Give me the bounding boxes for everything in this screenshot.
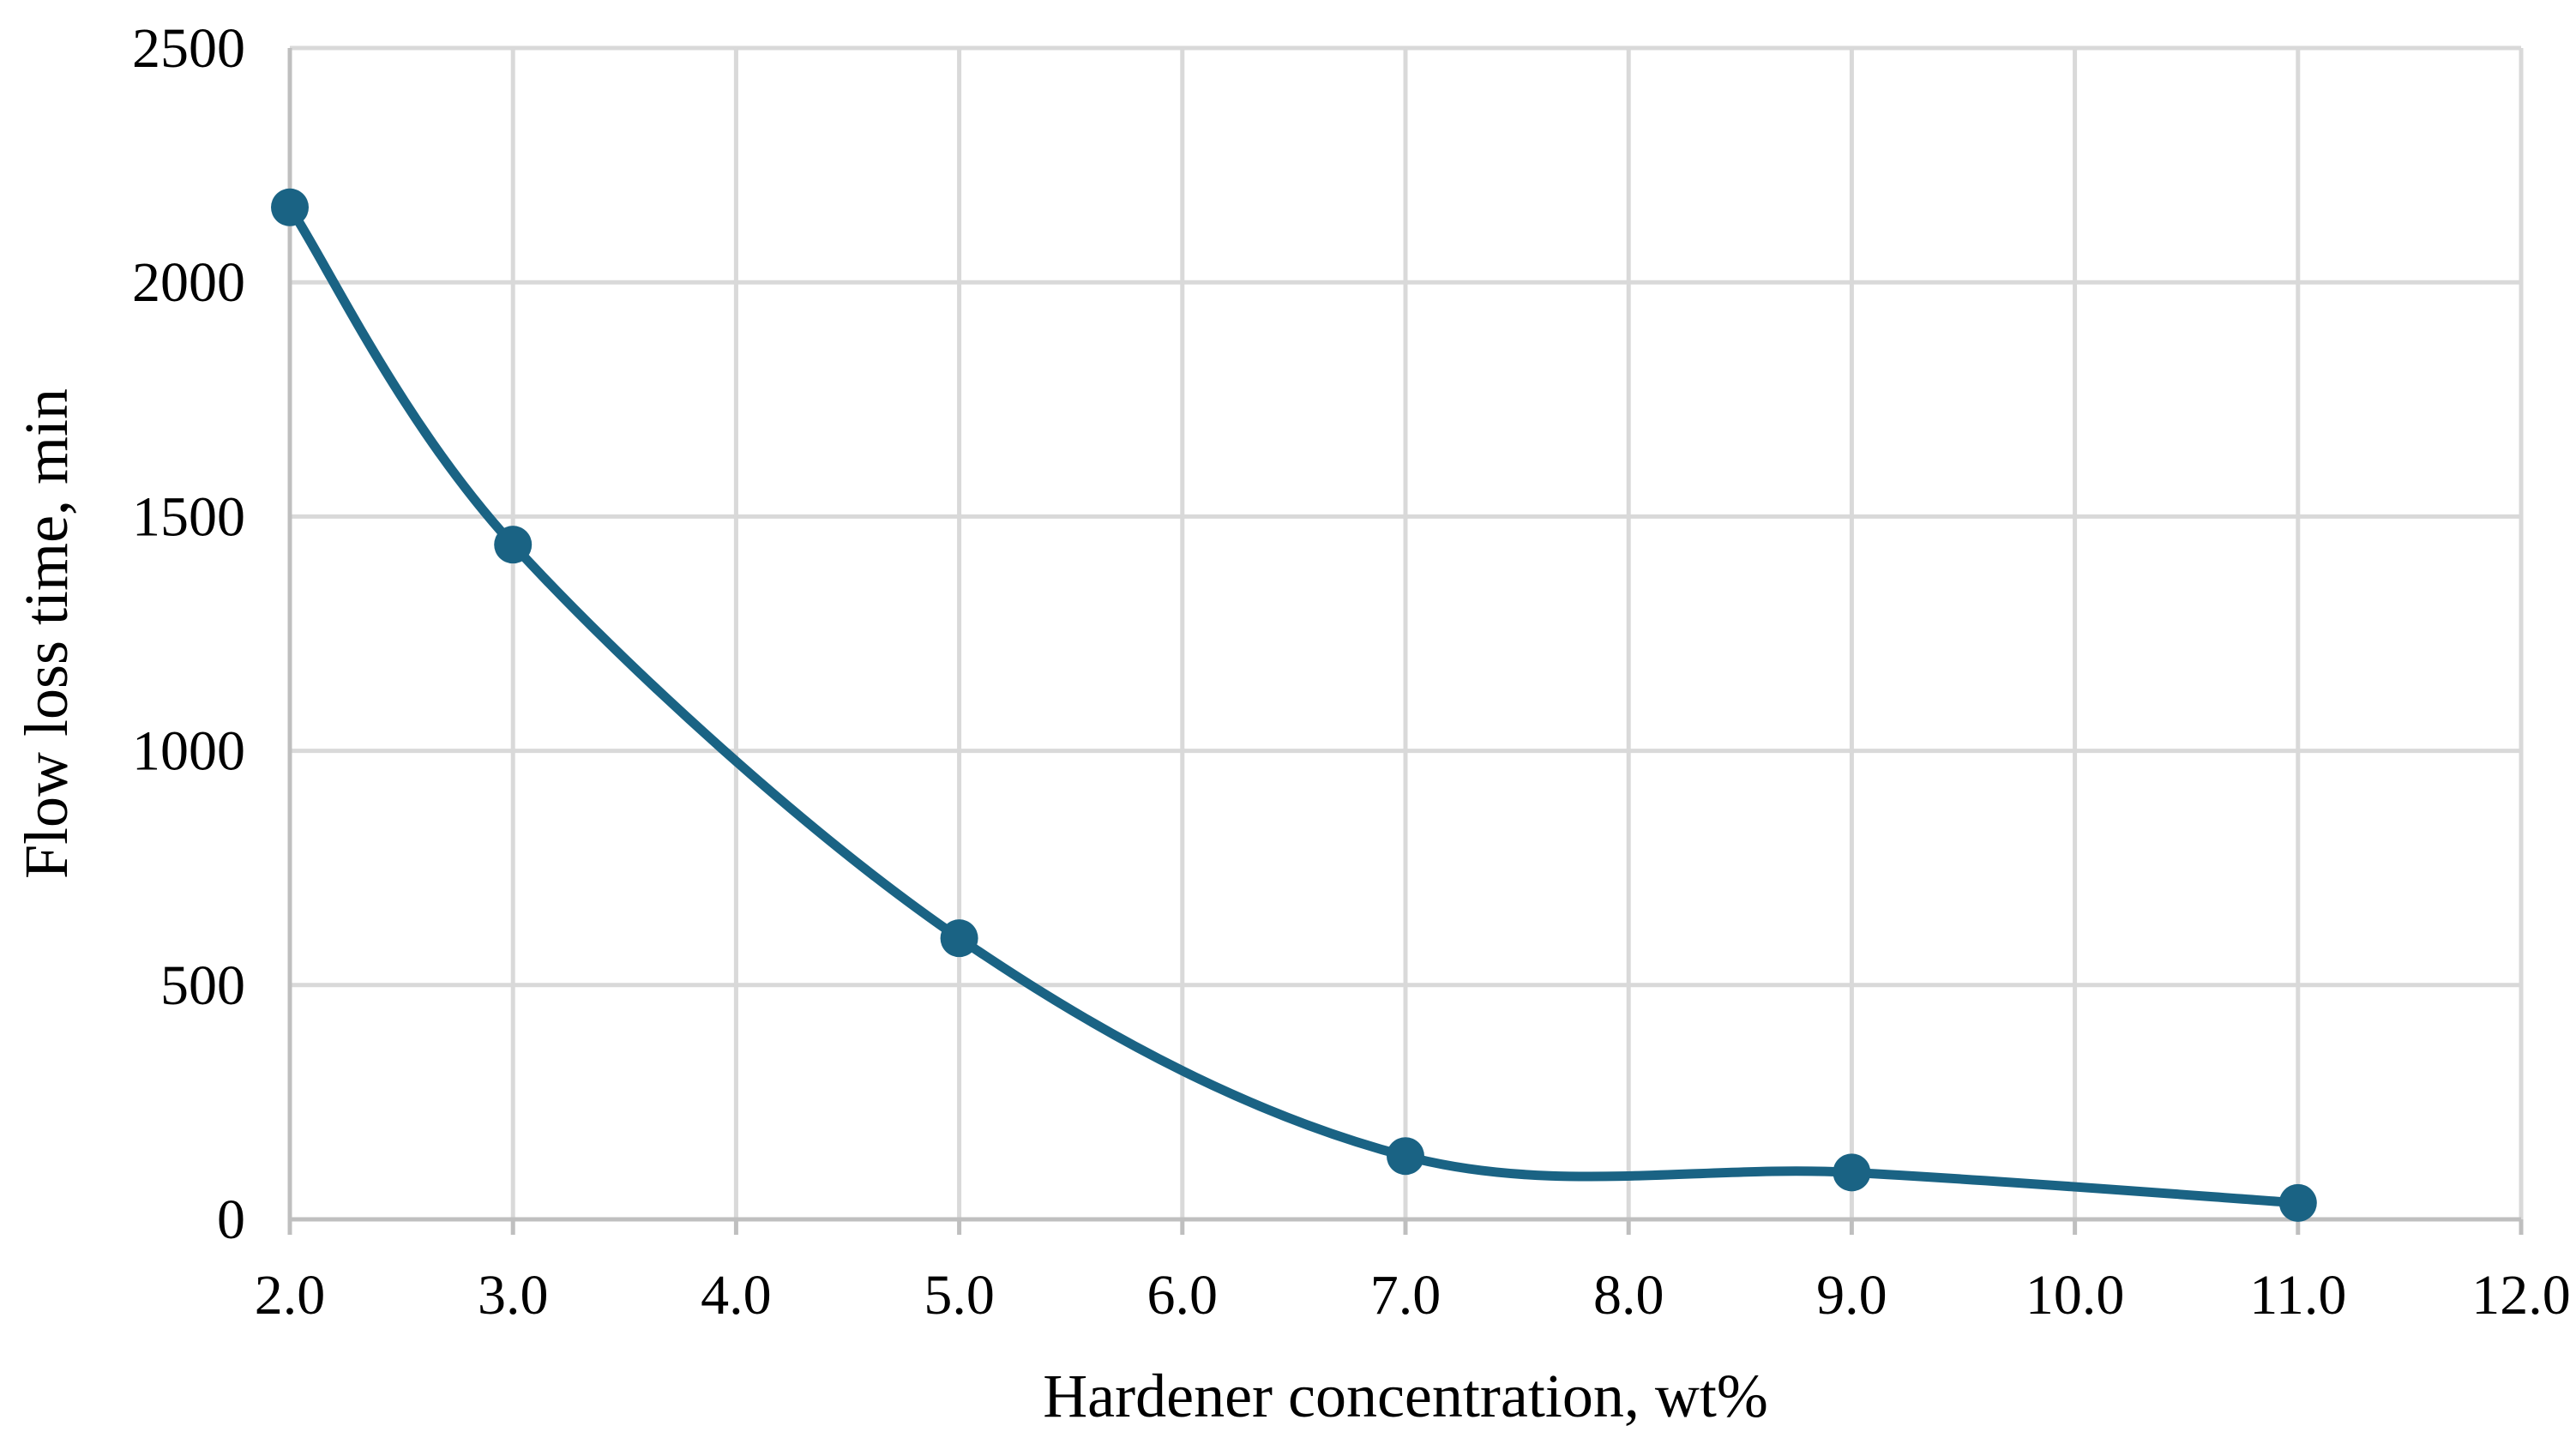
x-axis-title: Hardener concentration, wt% <box>1043 1362 1768 1430</box>
y-tick-label: 0 <box>217 1188 245 1251</box>
x-tick-label: 2.0 <box>255 1264 326 1327</box>
y-tick-labels: 0 500 1000 1500 2000 2500 <box>132 17 245 1251</box>
gridlines <box>290 45 2524 1219</box>
data-point <box>494 526 533 564</box>
y-tick-label: 2500 <box>132 17 245 80</box>
x-tick-label: 12.0 <box>2471 1264 2571 1327</box>
data-point <box>940 919 978 958</box>
y-tick-label: 1500 <box>132 485 245 548</box>
x-tick-label: 4.0 <box>701 1264 772 1327</box>
data-point <box>1387 1137 1424 1176</box>
series-line <box>285 202 2303 1208</box>
x-tick-label: 8.0 <box>1593 1264 1664 1327</box>
x-tick-label: 7.0 <box>1370 1264 1441 1327</box>
data-point <box>1833 1153 1871 1192</box>
x-tick-label: 11.0 <box>2249 1264 2346 1327</box>
x-tick-labels: 2.0 3.0 4.0 5.0 6.0 7.0 8.0 9.0 10.0 11.0 12.0 <box>255 1264 2571 1327</box>
y-axis-title: Flow loss time, min <box>12 388 81 879</box>
series-area <box>271 188 2317 1222</box>
x-tick-label: 3.0 <box>478 1264 549 1327</box>
data-point <box>271 188 309 226</box>
axes <box>287 48 2524 1235</box>
x-tick-label: 9.0 <box>1816 1264 1887 1327</box>
y-tick-label: 1000 <box>132 720 245 783</box>
data-point <box>2278 1183 2317 1222</box>
x-tick-label: 6.0 <box>1147 1264 1219 1327</box>
x-tick-label: 5.0 <box>924 1264 995 1327</box>
y-tick-label: 2000 <box>132 251 245 314</box>
x-tick-label: 10.0 <box>2025 1264 2125 1327</box>
y-tick-label: 500 <box>160 954 245 1017</box>
